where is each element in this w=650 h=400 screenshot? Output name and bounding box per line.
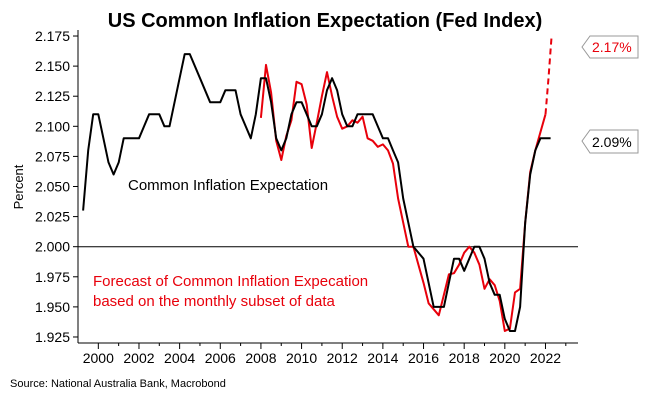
callout-black: 2.09% bbox=[581, 129, 639, 154]
series-layer bbox=[82, 35, 553, 332]
series-annotation-red-line2: based on the monthly subset of data bbox=[93, 293, 335, 310]
x-tick-label: 2020 bbox=[489, 350, 520, 366]
y-tick-label: 2.050 bbox=[35, 179, 70, 195]
y-tick-label: 1.950 bbox=[35, 299, 70, 315]
x-tick-label: 2018 bbox=[449, 350, 480, 366]
x-tick-label: 2004 bbox=[164, 350, 195, 366]
callout-black-box bbox=[581, 129, 639, 154]
y-axis-title: Percent bbox=[11, 164, 26, 209]
y-tick-label: 2.100 bbox=[35, 118, 70, 134]
callout-red: 2.17% bbox=[581, 35, 639, 59]
y-tick-label: 1.925 bbox=[35, 329, 70, 345]
callout-red-box bbox=[581, 35, 639, 59]
x-tick-label: 2000 bbox=[83, 350, 114, 366]
y-tick-label: 2.125 bbox=[35, 88, 70, 104]
y-tick-label: 2.025 bbox=[35, 209, 70, 225]
x-tick-label: 2012 bbox=[327, 350, 358, 366]
x-tick-label: 2006 bbox=[205, 350, 236, 366]
series-line-forecast-dashed bbox=[544, 35, 553, 115]
y-tick-label: 2.075 bbox=[35, 148, 70, 164]
y-tick-label: 1.975 bbox=[35, 269, 70, 285]
x-tick-label: 2008 bbox=[245, 350, 276, 366]
y-tick-label: 2.175 bbox=[35, 28, 70, 44]
callout-red-label: 2.17% bbox=[592, 39, 632, 55]
series-annotation-black: Common Inflation Expectation bbox=[128, 177, 328, 194]
x-tick-label: 2022 bbox=[530, 350, 561, 366]
source-note: Source: National Australia Bank, Macrobo… bbox=[10, 378, 226, 390]
y-tick-label: 2.000 bbox=[35, 239, 70, 255]
x-tick-label: 2016 bbox=[408, 350, 439, 366]
y-tick-label: 2.150 bbox=[35, 58, 70, 74]
x-tick-label: 2014 bbox=[367, 350, 398, 366]
x-tick-label: 2010 bbox=[286, 350, 317, 366]
series-line-common-inflation-expectation bbox=[82, 53, 551, 332]
chart-title: US Common Inflation Expectation (Fed Ind… bbox=[108, 10, 542, 32]
x-axis: 2000 2002 2004 2006 2008 2010 2012 2014 2016 2018… bbox=[83, 343, 567, 366]
series-annotation-red-line1: Forecast of Common Inflation Expecation bbox=[93, 273, 368, 290]
x-tick-label: 2002 bbox=[123, 350, 154, 366]
callout-black-label: 2.09% bbox=[592, 134, 632, 150]
y-axis: 1.925 1.950 1.975 2.000 2.025 2.050 2.075 2.100… bbox=[35, 28, 78, 345]
